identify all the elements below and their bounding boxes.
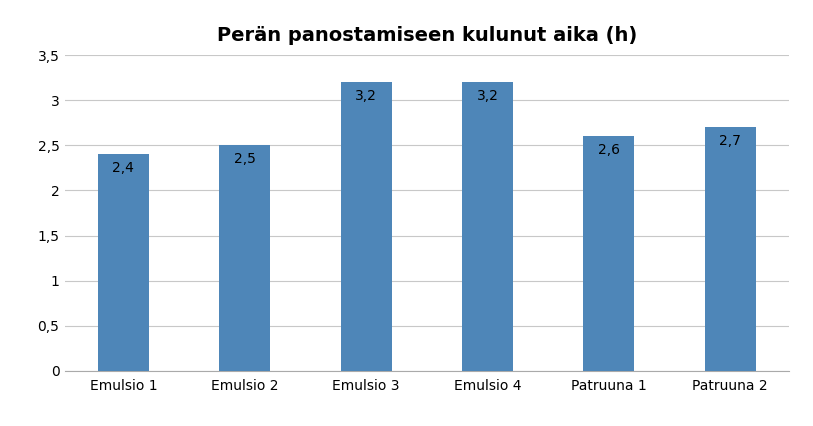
Title: Perän panostamiseen kulunut aika (h): Perän panostamiseen kulunut aika (h) (217, 26, 637, 46)
Bar (98, 155, 149, 371)
Text: 2,6: 2,6 (598, 143, 620, 157)
Text: 3,2: 3,2 (355, 89, 377, 103)
Text: 2,5: 2,5 (234, 152, 256, 166)
Bar (220, 145, 270, 371)
Bar (584, 136, 634, 371)
Text: 2,4: 2,4 (112, 161, 134, 175)
Bar (705, 127, 756, 371)
Bar (462, 82, 513, 371)
Text: 3,2: 3,2 (476, 89, 498, 103)
Bar (341, 82, 392, 371)
Text: 2,7: 2,7 (720, 134, 741, 148)
